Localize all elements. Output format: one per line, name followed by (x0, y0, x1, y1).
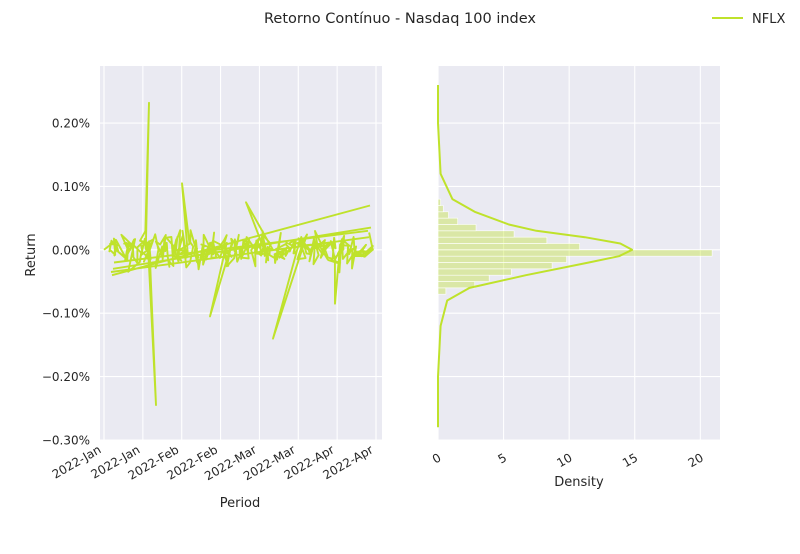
left-y-tick-label: 0.10% (52, 180, 90, 194)
kde-density-curve (437, 85, 634, 428)
right-xlabel: Density (554, 475, 604, 490)
histogram-bar (437, 230, 515, 238)
histogram-bar (437, 211, 449, 219)
legend: NFLX (712, 12, 785, 27)
histogram-bar (437, 217, 458, 225)
left-axes: −0.30%−0.20%−0.10%0.00%0.10%0.20%2022-Ja… (42, 66, 382, 483)
left-ylabel: Return (24, 233, 39, 276)
left-y-tick-label: 0.20% (52, 117, 90, 131)
right-x-tick-label: 10 (554, 450, 574, 470)
histogram-bar (437, 287, 447, 295)
right-axes: 0 5 10 15 20 (430, 66, 720, 470)
right-x-tick-label: 15 (620, 450, 640, 470)
histogram-bar (437, 205, 444, 213)
histogram-bar (437, 255, 567, 263)
left-y-tick-label: −0.10% (42, 307, 90, 321)
right-x-tick-label: 5 (495, 450, 509, 466)
histogram-bar (437, 268, 512, 276)
histogram-bar (437, 274, 490, 282)
right-x-tick-label: 0 (430, 450, 444, 466)
nflx-return-series-line (103, 101, 374, 407)
figure-title: Retorno Contínuo - Nasdaq 100 index (264, 11, 536, 27)
histogram-bar (437, 224, 477, 232)
legend-label: NFLX (752, 12, 785, 27)
right-x-tick-label: 20 (686, 450, 706, 470)
histogram-bar (437, 281, 476, 289)
histogram-bar (437, 243, 580, 251)
histogram-bar (437, 236, 548, 244)
histogram-bar (437, 198, 441, 206)
left-y-tick-label: −0.20% (42, 370, 90, 384)
histogram-bar (437, 262, 553, 270)
left-xlabel: Period (220, 496, 261, 511)
left-y-tick-label: −0.30% (42, 434, 90, 448)
histogram-bar (437, 249, 713, 257)
right-plot-background (438, 66, 720, 440)
left-y-tick-label: 0.00% (52, 243, 90, 257)
